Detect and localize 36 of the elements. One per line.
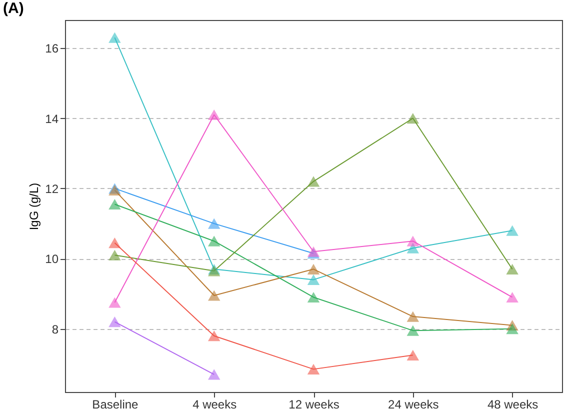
point: [307, 364, 320, 374]
point: [208, 218, 220, 229]
point: [108, 32, 121, 43]
y-tick-label: 16: [45, 42, 59, 56]
point: [307, 274, 320, 285]
point: [307, 264, 320, 274]
point: [208, 236, 220, 246]
x-tick-label: 48 weeks: [487, 398, 538, 412]
x-tick-label: Baseline: [92, 398, 139, 412]
point: [108, 198, 121, 210]
point: [108, 297, 121, 308]
y-axis-title: IgG (g/L): [27, 182, 42, 230]
point: [406, 236, 420, 246]
point: [506, 264, 518, 274]
x-tick-label: 24 weeks: [388, 398, 439, 412]
chart-title: (A): [3, 0, 24, 17]
point: [208, 330, 220, 342]
point: [406, 112, 420, 124]
y-tick-label: 10: [45, 252, 59, 266]
point: [307, 292, 320, 303]
point: [307, 176, 320, 187]
point: [506, 292, 518, 303]
point: [506, 225, 518, 236]
point: [108, 238, 121, 248]
point: [506, 324, 518, 334]
y-tick-label: 12: [45, 182, 59, 196]
y-tick-label: 8: [52, 322, 59, 336]
point: [208, 109, 220, 120]
point: [208, 290, 220, 301]
point: [406, 350, 420, 360]
x-tick-label: 4 weeks: [192, 398, 237, 412]
point: [406, 325, 420, 336]
y-tick-label: 14: [45, 112, 59, 126]
point: [406, 311, 420, 322]
point: [108, 250, 121, 260]
x-tick-label: 12 weeks: [288, 398, 340, 412]
